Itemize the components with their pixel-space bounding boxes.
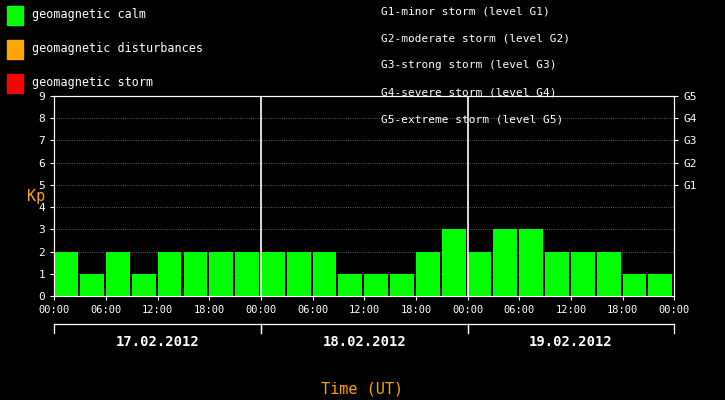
Text: G2-moderate storm (level G2): G2-moderate storm (level G2) (381, 33, 570, 43)
Bar (132, 274, 156, 296)
Bar (494, 229, 517, 296)
Bar (80, 274, 104, 296)
Bar (545, 252, 569, 296)
Text: geomagnetic calm: geomagnetic calm (32, 8, 146, 21)
Bar (183, 252, 207, 296)
Bar (623, 274, 647, 296)
Text: G5-extreme storm (level G5): G5-extreme storm (level G5) (381, 115, 563, 125)
Text: 18.02.2012: 18.02.2012 (323, 335, 406, 349)
Bar (519, 229, 543, 296)
Bar (571, 252, 594, 296)
Bar (210, 252, 233, 296)
Bar (597, 252, 621, 296)
Bar (261, 252, 285, 296)
Text: G1-minor storm (level G1): G1-minor storm (level G1) (381, 6, 550, 16)
Bar (339, 274, 362, 296)
Bar (235, 252, 259, 296)
Text: 19.02.2012: 19.02.2012 (529, 335, 613, 349)
Text: G3-strong storm (level G3): G3-strong storm (level G3) (381, 60, 556, 70)
Text: G4-severe storm (level G4): G4-severe storm (level G4) (381, 88, 556, 98)
Y-axis label: Kp: Kp (27, 188, 45, 204)
Bar (106, 252, 130, 296)
Text: 17.02.2012: 17.02.2012 (116, 335, 199, 349)
Bar (416, 252, 440, 296)
Text: geomagnetic disturbances: geomagnetic disturbances (32, 42, 203, 55)
Text: Time (UT): Time (UT) (321, 381, 404, 396)
Bar (54, 252, 78, 296)
Bar (442, 229, 465, 296)
Bar (390, 274, 414, 296)
Bar (364, 274, 388, 296)
Bar (312, 252, 336, 296)
Bar (468, 252, 492, 296)
Bar (648, 274, 672, 296)
Text: geomagnetic storm: geomagnetic storm (32, 76, 153, 89)
Bar (157, 252, 181, 296)
Bar (287, 252, 310, 296)
